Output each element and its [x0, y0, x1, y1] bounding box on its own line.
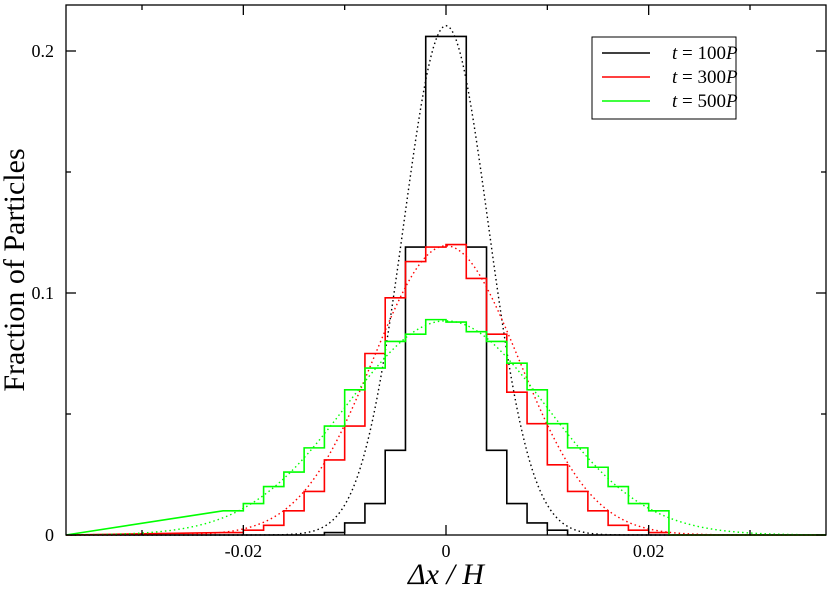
series-1-histogram: [65, 243, 826, 536]
series-1-fit: [66, 245, 826, 536]
legend-box: [591, 36, 737, 120]
legend-label-1: t = 300P: [672, 67, 738, 88]
legend-label-0: t = 100P: [672, 43, 738, 64]
x-axis-title: Δx / H: [407, 558, 486, 590]
x-tick-label: -0.02: [225, 541, 263, 561]
y-tick-label: 0.1: [32, 283, 55, 303]
series-2-histogram: [65, 318, 826, 536]
legend-label-2: t = 500P: [672, 91, 738, 112]
axes-layer: -0.02 0 0.02 0 0.1 0.2: [32, 5, 826, 561]
y-tick-label: 0: [45, 525, 54, 545]
legend: t = 100P t = 300P t = 500P: [591, 36, 738, 120]
series-2-fit: [65, 320, 827, 536]
y-axis-title: Fraction of Particles: [0, 148, 31, 391]
x-tick-label: 0: [442, 541, 451, 561]
x-tick-label: 0.02: [633, 541, 665, 561]
y-tick-label: 0.2: [32, 41, 55, 61]
